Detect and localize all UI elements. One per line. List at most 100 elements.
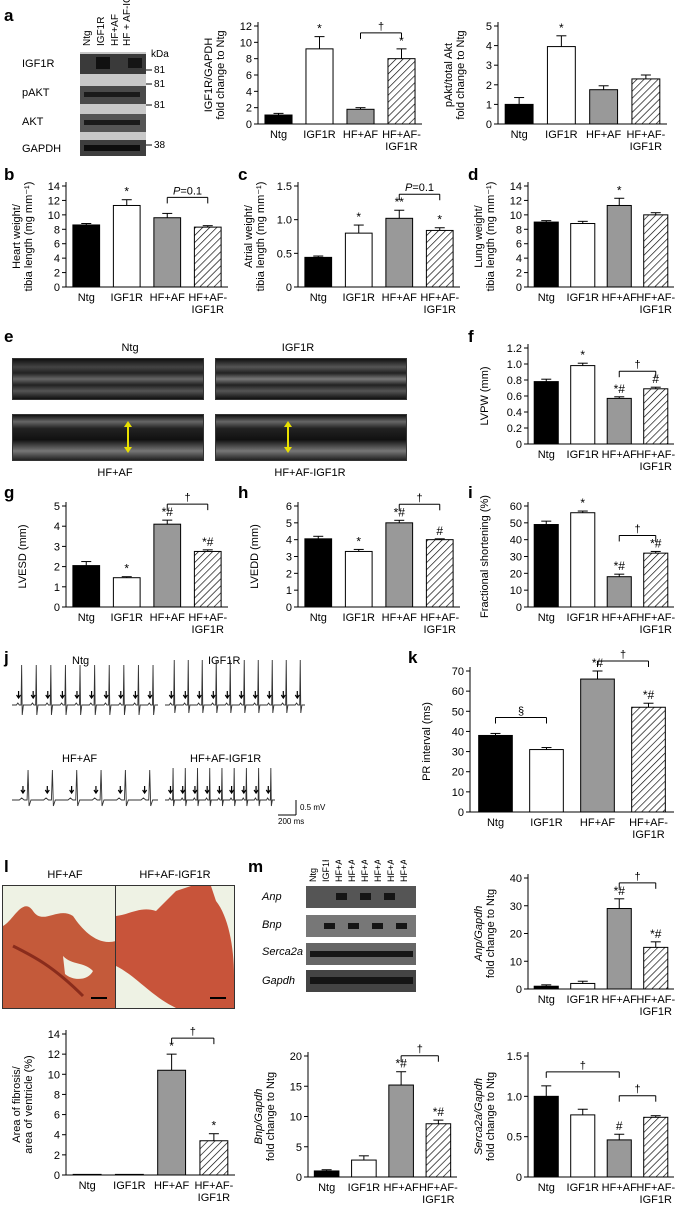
y-axis-label: Lung weight/ <box>473 204 485 267</box>
bar-HF+AF-IGF1R <box>425 1123 452 1178</box>
ecg-label-hfaf: HF+AF <box>62 753 97 765</box>
y-tick-label: 12 <box>48 195 60 207</box>
x-tick-label: IGF1R <box>640 304 672 316</box>
chart-svg-c: Atrial weight/tibia length (mg mm⁻¹) 0 0.5… <box>243 181 460 316</box>
x-tick-label: Ntg <box>538 449 555 461</box>
y-tick-label: 5 <box>296 1142 302 1154</box>
bracket-label: † <box>634 871 640 883</box>
bracket-label: § <box>518 705 524 717</box>
blot-m-lane-label: HF+AF-IGF1R <box>347 860 357 882</box>
y-tick-label: 6 <box>54 239 60 251</box>
y-tick-label: 1 <box>54 582 60 594</box>
y-tick-label: 6 <box>246 70 252 82</box>
x-tick-label: IGF1R <box>424 624 456 636</box>
y-tick-label: 20 <box>452 767 464 779</box>
histology-image-hfaf-igf1r <box>115 885 235 1009</box>
x-tick-label: IGF1R <box>111 292 143 304</box>
y-tick-label: 0 <box>516 282 522 294</box>
echo-panel-e: Ntg IGF1R HF+AF HF+AF-IGF1R <box>0 330 462 490</box>
chart-svg-h: LVEDD (mm) 0 1 2 3 4 5 6 Ntg * IGF1R *# HF+AF # HF+AF-… <box>249 492 460 636</box>
blot-panel-m: NtgIGF1RHF+AFHF+AF-IGF1RHF+AFHF+AF-IGF1R… <box>258 823 426 995</box>
x-tick-label: HF+AF- <box>382 129 421 141</box>
y-tick-label: 10 <box>290 1112 302 1124</box>
chart-igf1r-gapdh: IGF1R/GAPDH fold change to Ntg 0 2 4 6 8 10 12 Nt… <box>200 0 430 162</box>
y-tick-label: 0 <box>286 602 292 614</box>
bar-HF+AF-IGF1R <box>193 226 222 288</box>
y-tick-label: 0 <box>516 1172 522 1184</box>
x-tick-label: IGF1R <box>192 304 224 316</box>
bracket-label: † <box>417 1044 423 1056</box>
y-tick-label: 20 <box>510 568 522 580</box>
panel-letter-g: g <box>4 483 15 502</box>
p-wave-arrow <box>93 786 99 795</box>
bar-HF+AF <box>606 397 632 445</box>
p-wave-arrow <box>117 786 123 795</box>
y-tick-label: 0 <box>246 119 252 131</box>
ecg-scale-ms: 200 ms <box>278 817 304 825</box>
echo-image-hfaf-igf1r <box>215 414 407 461</box>
bar-IGF1R <box>570 1114 596 1178</box>
y-tick-label: 10 <box>48 210 60 222</box>
y-tick-label: 8 <box>516 224 522 236</box>
p-wave-arrow <box>118 691 124 700</box>
bracket-label: P=0.1 <box>173 185 202 197</box>
y-tick-label: 2 <box>54 562 60 574</box>
y-tick-label: 4 <box>286 535 292 547</box>
y-tick-label: 10 <box>510 956 522 968</box>
x-tick-label: IGF1R <box>385 141 417 153</box>
bracket-label: † <box>634 1084 640 1096</box>
bar-Ntg <box>304 256 333 288</box>
x-tick-label: HF+AF- <box>420 612 459 624</box>
bracket-label-value: =0.1 <box>180 185 202 197</box>
p-wave-arrow <box>265 786 271 795</box>
y-tick-label: 4 <box>54 1130 60 1142</box>
bar-Ntg <box>72 224 101 288</box>
y-tick-label: 5 <box>286 518 292 530</box>
echo-label-igf1r: IGF1R <box>281 342 315 354</box>
histology-panel-l: HF+AF HF+AF-IGF1R <box>0 860 240 1010</box>
significance-mark: * <box>580 348 585 362</box>
significance-mark: * <box>169 1039 174 1053</box>
chart-serca2a-gapdh: Serca2a/Gapdh fold change to Ntg 0 0.5 1.0 1.… <box>470 1030 682 1215</box>
x-tick-label: IGF1R <box>567 292 599 304</box>
y-axis-label: Bnp/Gapdh <box>253 1089 265 1145</box>
y-tick-label: 0.6 <box>507 391 522 403</box>
blot-a-row-gapdh: GAPDH <box>22 143 61 155</box>
p-wave-arrow <box>241 786 247 795</box>
y-tick-label: 0 <box>296 1172 302 1184</box>
y-axis-label: tibia length (mg mm⁻¹) <box>485 182 497 292</box>
y-tick-label: 6 <box>516 239 522 251</box>
panel-letter-j: j <box>4 648 9 667</box>
y-tick-label: 0 <box>458 807 464 819</box>
histology-image-hfaf <box>2 885 117 1009</box>
blot-a-lane-igf1r: IGF1R <box>96 17 107 46</box>
x-tick-label: Ntg <box>79 1180 96 1192</box>
x-tick-label: HF+AF- <box>636 1182 675 1194</box>
x-tick-label: HF+AF- <box>188 612 227 624</box>
significance-mark: *# <box>162 505 174 519</box>
bracket-label: † <box>634 523 640 535</box>
y-tick-label: 10 <box>48 1069 60 1081</box>
bar-HF+AF <box>606 1139 632 1178</box>
blot-m-row-serca2a: Serca2a <box>262 946 303 958</box>
bar-HF+AF-IGF1R <box>643 214 669 288</box>
x-tick-label: IGF1R <box>343 292 375 304</box>
blot-a-kda-38: 38 <box>154 140 166 151</box>
bar-HF+AF-IGF1R <box>643 388 669 445</box>
bar-HF+AF <box>580 678 615 813</box>
chart-pr-interval: PR interval (ms) 0 10 20 30 40 50 60 70 Ntg IGF1R *… <box>412 645 682 850</box>
p-wave-arrow <box>238 691 244 700</box>
x-tick-label: HF+AF <box>154 1180 189 1192</box>
y-tick-label: 3 <box>486 60 492 72</box>
blot-a-kda-header: kDa <box>151 49 169 60</box>
significance-mark: *# <box>202 535 214 549</box>
y-tick-label: 0 <box>516 439 522 451</box>
x-tick-label: IGF1R <box>530 817 562 829</box>
echo-label-hfaf: HF+AF <box>97 467 133 479</box>
blot-m-lane-label: Ntg <box>308 868 318 882</box>
y-tick-label: 1.0 <box>507 1091 522 1103</box>
y-tick-label: 2 <box>486 80 492 92</box>
bar-HF+AF-IGF1R <box>387 58 416 125</box>
y-tick-label: 12 <box>48 1049 60 1061</box>
chart-svg-m4: Serca2a/Gapdh fold change to Ntg 0 0.5 1.0 1.… <box>473 1051 675 1206</box>
